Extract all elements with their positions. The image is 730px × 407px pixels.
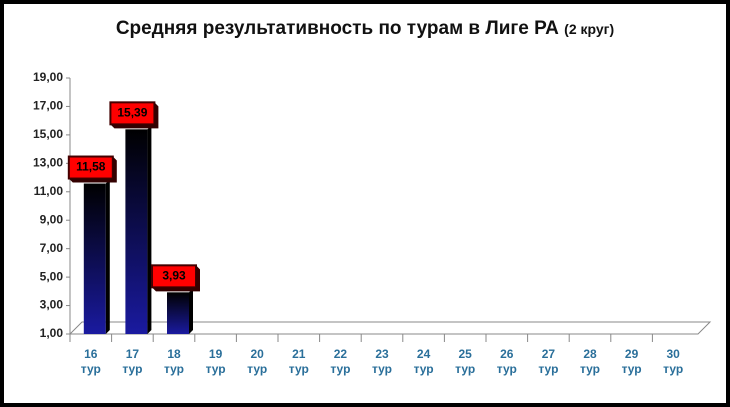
value-label-shadow <box>110 102 159 129</box>
value-label-shadow <box>152 265 200 292</box>
bar-side <box>105 179 110 334</box>
x-tick-label: 17 тур <box>122 347 143 376</box>
x-tick-label: 24 тур <box>413 347 434 376</box>
y-tick-label: 17,00 <box>33 99 63 113</box>
x-tick-label: 27 тур <box>538 347 559 376</box>
y-tick-label: 19,00 <box>33 70 63 84</box>
subtitle: (2 круг) <box>564 21 615 37</box>
x-tick-label: 16 тур <box>80 347 101 376</box>
x-tick-label: 20 тур <box>247 347 268 376</box>
value-label: 11,58 <box>76 160 106 174</box>
x-tick-label: 30 тур <box>663 347 684 376</box>
x-tick-label: 18 тур <box>163 347 185 376</box>
y-tick-label: 7,00 <box>40 241 64 255</box>
x-tick-label: 19 тур <box>205 347 226 376</box>
y-tick-label: 15,00 <box>33 127 63 141</box>
value-label: 15,39 <box>117 106 147 120</box>
value-label: 3,93 <box>162 269 186 283</box>
bar <box>125 129 148 334</box>
y-tick-label: 11,00 <box>34 184 64 198</box>
plot: 1,00 3,00 5,00 7,00 9,00 11,00 13,00 15,00 17,00… <box>33 70 712 342</box>
x-tick-label: 29 тур <box>621 347 642 376</box>
x-tick-label: 28 тур <box>579 347 601 376</box>
chart-title: Средняя результативность по турам в Лиге… <box>4 18 726 40</box>
floor <box>68 321 712 335</box>
value-label-shadow <box>68 156 117 183</box>
y-tick-label: 1,00 <box>40 326 64 340</box>
x-tick-label: 22 тур <box>330 347 351 376</box>
x-tick-label: 23 тур <box>371 347 393 376</box>
y-tick-label: 5,00 <box>40 269 64 283</box>
y-tick-label: 13,00 <box>33 156 63 170</box>
title-text: Средняя результативность по турам в Лиге… <box>115 18 559 39</box>
x-tick-label: 26 тур <box>496 347 517 376</box>
bar <box>83 183 106 334</box>
bar <box>167 292 189 334</box>
y-tick-label: 9,00 <box>40 212 64 226</box>
y-tick-label: 3,00 <box>40 298 64 312</box>
x-tick-label: 25 тур <box>455 347 476 376</box>
x-tick-label: 21 тур <box>288 347 309 376</box>
bar-side <box>147 125 152 334</box>
bar-side <box>189 288 193 334</box>
